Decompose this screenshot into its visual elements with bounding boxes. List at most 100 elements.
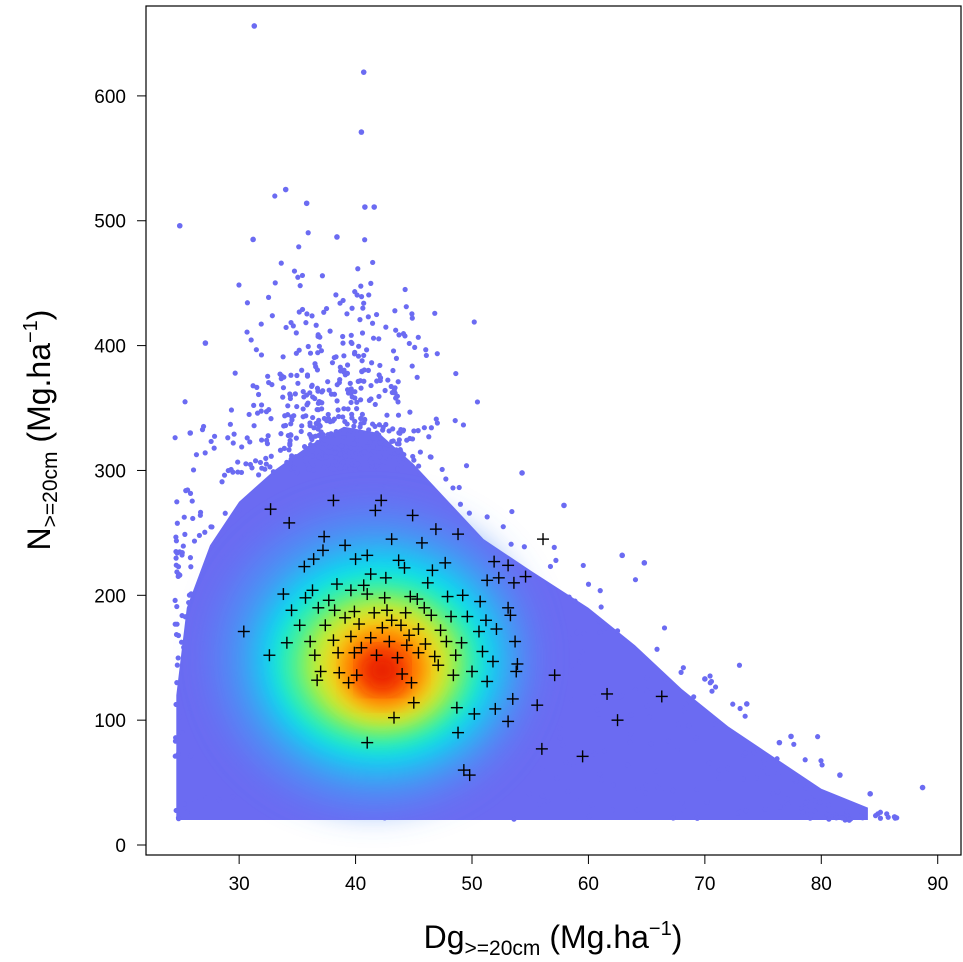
y-axis-title-close: ) <box>21 310 57 321</box>
density-point <box>694 815 700 821</box>
density-point <box>376 422 383 428</box>
observed-point-marker <box>385 533 398 546</box>
density-point <box>539 793 546 799</box>
density-point <box>670 787 676 794</box>
density-point <box>180 543 186 549</box>
x-axis-title-unit: (Mg.ha <box>540 919 649 955</box>
density-point <box>526 748 532 754</box>
density-point <box>349 340 355 347</box>
density-point <box>332 458 338 465</box>
density-point <box>280 354 286 360</box>
density-point <box>253 537 259 544</box>
y-axis-title-main: N <box>21 527 57 550</box>
density-point <box>361 378 367 384</box>
density-point <box>919 784 926 791</box>
density-point <box>333 483 340 490</box>
density-point <box>374 463 380 469</box>
density-point <box>196 532 203 539</box>
observed-point-marker <box>611 714 624 727</box>
density-point <box>412 344 418 351</box>
observed-point-marker <box>381 604 394 617</box>
density-point <box>402 333 408 339</box>
density-point <box>250 236 256 243</box>
density-point <box>872 813 879 819</box>
density-point <box>531 622 537 628</box>
density-point <box>179 550 185 556</box>
density-point <box>654 646 660 652</box>
density-point <box>262 783 269 789</box>
density-point <box>341 406 347 412</box>
observed-point-marker <box>344 630 357 643</box>
y-tick-label: 200 <box>94 586 126 607</box>
observed-point-marker <box>327 494 340 507</box>
density-point <box>265 522 272 528</box>
density-point <box>340 459 347 465</box>
density-point <box>358 397 364 403</box>
observed-point-marker <box>298 560 311 573</box>
density-point <box>597 629 603 636</box>
x-tick-label: 50 <box>461 874 482 895</box>
density-point <box>643 782 649 788</box>
density-point <box>702 676 708 682</box>
density-point <box>173 555 179 561</box>
density-point <box>188 564 194 570</box>
density-point <box>409 315 415 321</box>
density-point <box>544 798 551 804</box>
density-point <box>365 314 371 320</box>
density-point <box>632 686 639 693</box>
density-point <box>288 372 294 378</box>
density-point <box>765 770 771 776</box>
density-point <box>265 294 272 300</box>
density-point <box>641 560 648 566</box>
density-point <box>177 713 183 720</box>
density-point <box>350 431 357 437</box>
density-point <box>292 391 298 397</box>
density-point <box>296 347 302 353</box>
density-point <box>751 749 757 756</box>
density-point <box>369 360 375 366</box>
density-point <box>646 714 653 720</box>
density-point <box>693 735 700 741</box>
density-point <box>186 599 192 606</box>
density-point <box>815 734 821 740</box>
density-point <box>628 712 634 718</box>
x-tick-label: 90 <box>927 874 948 895</box>
observed-point-marker <box>376 621 389 634</box>
density-point <box>312 361 318 367</box>
density-point <box>382 387 388 394</box>
density-point <box>597 588 603 594</box>
density-point <box>243 461 249 467</box>
density-point <box>285 403 291 409</box>
density-point <box>382 445 388 451</box>
density-point <box>537 801 543 807</box>
density-point <box>370 435 376 441</box>
density-point <box>557 735 563 741</box>
density-point <box>203 795 209 801</box>
density-point <box>352 467 358 473</box>
density-point <box>220 598 226 604</box>
x-axis-title-main: Dg <box>424 919 465 955</box>
observed-point-marker <box>322 594 335 607</box>
density-point <box>648 741 654 747</box>
density-point <box>299 423 305 429</box>
density-point <box>211 445 217 451</box>
density-point <box>266 407 272 413</box>
observed-point-marker <box>421 576 434 589</box>
density-point <box>775 770 781 777</box>
density-point <box>777 804 783 810</box>
density-point <box>341 353 347 359</box>
density-point <box>236 507 242 513</box>
density-point <box>580 562 586 569</box>
density-point <box>460 422 467 428</box>
density-point <box>282 413 288 419</box>
y-axis-title: N>=20cm (Mg.ha−1) <box>20 310 62 551</box>
x-axis-title: Dg>=20cm (Mg.ha−1) <box>424 918 683 960</box>
density-point <box>232 370 238 376</box>
observed-point-marker <box>415 536 428 549</box>
density-point <box>411 428 417 434</box>
density-point <box>332 444 338 450</box>
density-point <box>333 292 339 298</box>
density-point <box>294 469 300 476</box>
observed-point-marker <box>318 530 331 543</box>
